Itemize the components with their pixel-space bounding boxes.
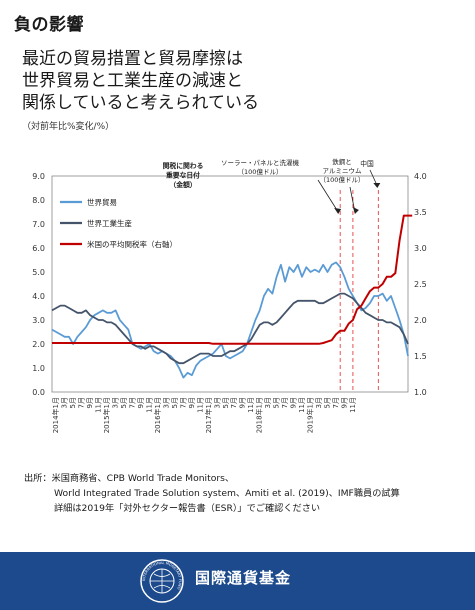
series-line-2: [51, 292, 409, 365]
y-left-tick-label: 7.0: [32, 220, 45, 229]
source-line-3: 詳細は2019年「対外セクター報告書（ESR）」でご確認ください: [54, 503, 321, 514]
x-tick-label: 5月: [69, 397, 77, 408]
x-tick-label: 2015年1月: [102, 397, 111, 433]
footer-bar: INTERNATIONAL MONETARY FUND 国際通貨基金: [0, 552, 475, 610]
y-right-tick-label: 1.0: [414, 388, 427, 397]
x-tick-label: 9月: [137, 397, 145, 408]
headline-line-2: 世界貿易と工業生産の減速と: [22, 71, 243, 91]
y-left-tick-label: 8.0: [32, 196, 45, 205]
x-tick-label: 7月: [332, 397, 340, 408]
page-title: 負の影響: [14, 15, 84, 35]
y-right-tick-label: 3.0: [414, 244, 427, 253]
x-tick-label: 9月: [86, 397, 94, 408]
x-tick-label: 5月: [323, 397, 331, 408]
x-tick-label: 7月: [129, 397, 137, 408]
x-tick-label: 7月: [179, 397, 187, 408]
y-right-tick-label: 1.5: [414, 352, 427, 361]
event-label: （100億ドル）: [238, 167, 283, 176]
event-label: 中国: [360, 159, 374, 168]
headline-line-1: 最近の貿易措置と貿易摩擦は: [22, 49, 243, 69]
event-label: ソーラー・パネルと洗濯機: [221, 158, 300, 167]
x-tick-label: 2016年1月: [153, 397, 162, 433]
annotation-box-line: （金額）: [169, 180, 196, 189]
y-right-tick-label: 2.5: [414, 280, 427, 289]
x-tick-label: 3月: [264, 397, 272, 408]
y-left-tick-label: 9.0: [32, 172, 45, 181]
y-right-tick-label: 4.0: [414, 172, 427, 181]
source-note: 出所：米国商務省、CPB World Trade Monitors、 World…: [24, 471, 464, 516]
y-left-tick-label: 5.0: [32, 268, 45, 277]
x-tick-label: 11月: [145, 397, 153, 413]
line-chart: 0.0 1.0 2.0 3.0 4.0 5.0 6.0 7.0 8.0 9.0 1.0 1.5 2.0 2…: [32, 157, 427, 433]
event-arrowhead: [334, 208, 342, 214]
imf-seal-icon: INTERNATIONAL MONETARY FUND: [140, 559, 184, 603]
y-left-tick-label: 4.0: [32, 292, 45, 301]
plot-frame: [51, 175, 409, 393]
annotation-box-line: 重要な日付: [166, 171, 200, 180]
x-tick-label: 9月: [290, 397, 298, 408]
x-tick-label: 3月: [315, 397, 323, 408]
event-label: 鉄鋼と: [332, 157, 352, 166]
unit-note: （対前年比%変化/%）: [22, 122, 115, 132]
x-tick-label: 7月: [281, 397, 289, 408]
source-line-1: 出所：米国商務省、CPB World Trade Monitors、: [24, 473, 235, 484]
x-tick-label: 3月: [61, 397, 69, 408]
series-line-3: [52, 214, 413, 345]
x-tick-label: 2017年1月: [204, 397, 213, 433]
event-label: アルミニウム: [323, 167, 362, 175]
x-tick-label: 3月: [112, 397, 120, 408]
legend-label: 世界貿易: [87, 197, 117, 207]
event-arrowhead: [373, 183, 381, 188]
x-tick-label: 3月: [162, 397, 170, 408]
source-line-2: World Integrated Trade Solution system、A…: [54, 488, 400, 499]
headline-line-3: 関係していると考えられている: [22, 93, 259, 113]
x-tick-label: 5月: [273, 397, 281, 408]
x-tick-label: 5月: [171, 397, 179, 408]
y-left-tick-label: 6.0: [32, 244, 45, 253]
event-arrow: [317, 179, 339, 213]
legend-label: 米国の平均関税率（右軸）: [87, 239, 177, 249]
y-left-tick-label: 1.0: [32, 364, 45, 373]
series-line-1: [51, 261, 409, 379]
event-arrowhead: [352, 207, 359, 214]
y-left-tick-label: 2.0: [32, 340, 45, 349]
y-right-tick-label: 3.5: [414, 208, 427, 217]
x-tick-label: 3月: [213, 397, 221, 408]
y-left-tick-label: 3.0: [32, 316, 45, 325]
x-tick-label: 2018年1月: [255, 397, 264, 433]
x-tick-label: 7月: [78, 397, 86, 408]
x-tick-label: 5月: [222, 397, 230, 408]
y-right-tick-label: 2.0: [414, 316, 427, 325]
x-tick-label: 9月: [239, 397, 247, 408]
x-tick-label: 11月: [247, 397, 255, 413]
legend-label: 世界工業生産: [87, 218, 132, 228]
x-tick-label: 7月: [230, 397, 238, 408]
x-tick-label: 2014年1月: [51, 397, 60, 433]
x-tick-label: 11月: [349, 397, 357, 413]
headline: 最近の貿易措置と貿易摩擦は 世界貿易と工業生産の減速と 関係していると考えられて…: [22, 48, 462, 114]
org-name: 国際通貨基金: [195, 569, 292, 587]
annotation-box-line: 関税に関わる: [163, 161, 204, 170]
event-label: （100億ドル）: [320, 175, 365, 184]
x-tick-label: 11月: [298, 397, 306, 413]
x-tick-label: 5月: [120, 397, 128, 408]
x-tick-label: 9月: [340, 397, 348, 408]
y-left-tick-label: 0.0: [32, 388, 45, 397]
x-tick-label: 2019年1月: [306, 397, 315, 433]
x-tick-label: 11月: [95, 397, 103, 413]
x-tick-label: 9月: [188, 397, 196, 408]
x-tick-label: 11月: [196, 397, 204, 413]
